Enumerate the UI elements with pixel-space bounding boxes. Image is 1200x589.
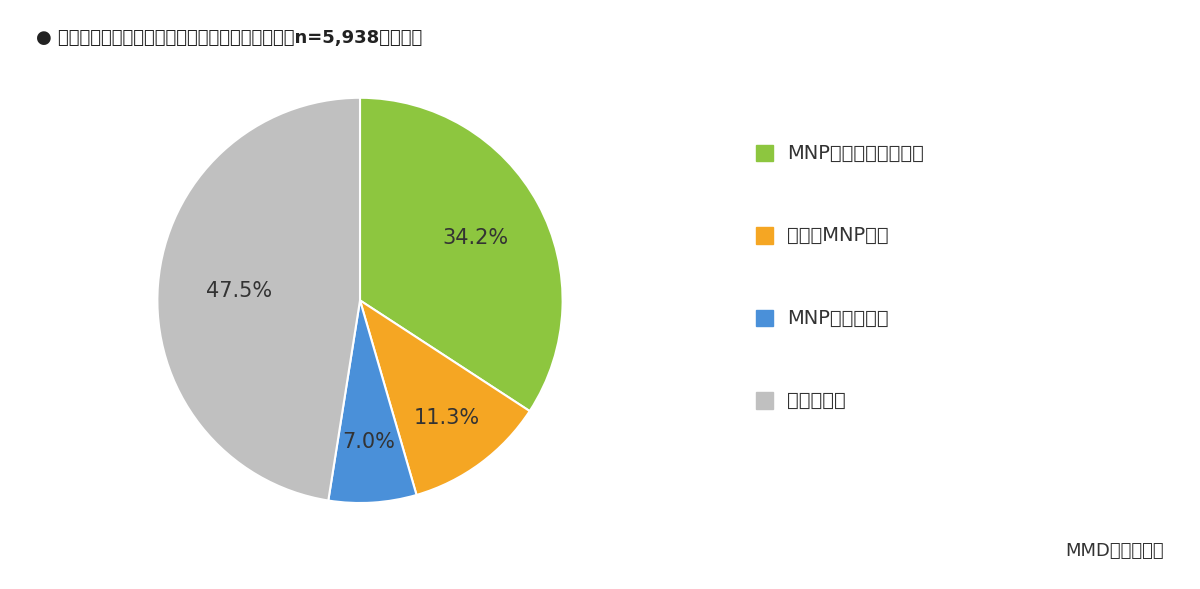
Text: 7.0%: 7.0% (342, 432, 395, 452)
Text: MMD研究所調べ: MMD研究所調べ (1066, 541, 1164, 560)
Text: 34.2%: 34.2% (443, 228, 509, 247)
Wedge shape (157, 98, 360, 501)
Text: 11.3%: 11.3% (414, 408, 480, 428)
Text: MNPワンストップ方式: MNPワンストップ方式 (787, 144, 924, 163)
Text: MNP以外の方法: MNP以外の方法 (787, 309, 889, 327)
Text: ● 乗り換え検討者の乗り換え時に利用したい方法（n=5,938、単数）: ● 乗り換え検討者の乗り換え時に利用したい方法（n=5,938、単数） (36, 29, 422, 48)
Wedge shape (360, 98, 563, 411)
Text: 47.5%: 47.5% (205, 281, 272, 301)
Text: 従来のMNP方式: 従来のMNP方式 (787, 226, 889, 245)
Wedge shape (360, 300, 529, 495)
Wedge shape (329, 300, 416, 503)
Text: 分からない: 分からない (787, 391, 846, 410)
